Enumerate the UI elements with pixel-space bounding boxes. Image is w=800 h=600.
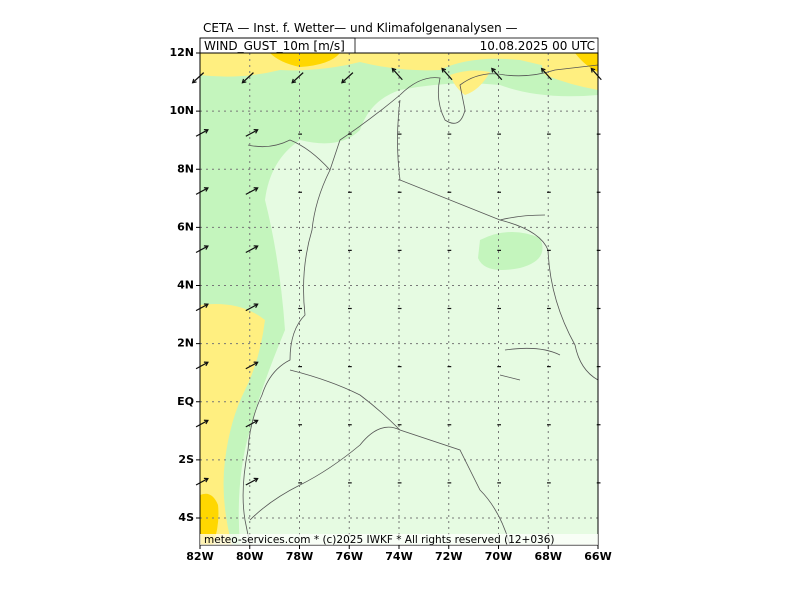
arrow-head (341, 78, 346, 84)
arrow-shaft (491, 68, 503, 81)
arrow-head (203, 129, 209, 134)
arrow-head (291, 78, 297, 84)
datetime: 10.08.2025 00 UTC (480, 39, 595, 53)
graticule (196, 52, 599, 549)
lat-label: 2S (178, 453, 194, 466)
wind-arrow (341, 72, 354, 84)
wind-arrow (590, 67, 602, 81)
lat-label: EQ (177, 395, 194, 408)
arrow-head (253, 361, 259, 367)
wind-arrow (491, 67, 503, 81)
arrow-head (203, 477, 209, 483)
arrow-head (253, 419, 259, 425)
arrow-shaft (192, 72, 205, 84)
wind-arrow (195, 187, 209, 195)
arrow-shaft (245, 129, 258, 137)
arrow-shaft (195, 478, 209, 486)
lon-label: 70W (485, 550, 512, 563)
arrow-head (203, 419, 209, 425)
arrow-shaft (245, 303, 258, 312)
lon-label: 80W (236, 550, 263, 563)
arrow-shaft (341, 72, 354, 84)
lon-label: 78W (286, 550, 313, 563)
arrow-head (203, 187, 209, 192)
arrow-head (391, 67, 397, 73)
arrow-shaft (245, 419, 258, 428)
lat-label: 10N (169, 104, 194, 117)
wind-arrow (241, 72, 254, 84)
wind-arrow (195, 477, 209, 486)
arrow-shaft (195, 303, 209, 312)
wind-arrow (245, 129, 259, 137)
arrow-head (540, 67, 546, 73)
arrow-head (203, 361, 209, 367)
wind-arrow (195, 303, 209, 312)
arrow-shaft (245, 187, 258, 195)
wind-arrow (191, 72, 205, 84)
wind-arrow (245, 477, 259, 486)
arrow-shaft (391, 68, 403, 81)
arrow-shaft (245, 245, 258, 254)
arrow-shaft (590, 68, 602, 81)
arrow-head (203, 245, 209, 250)
arrow-shaft (441, 68, 453, 81)
wind-arrow (245, 303, 259, 312)
copyright: meteo-services.com * (c)2025 IWKF * All … (204, 534, 555, 546)
wind-arrow (291, 72, 304, 84)
arrow-shaft (195, 419, 209, 428)
lon-label: 76W (336, 550, 363, 563)
wind-arrow (245, 361, 259, 370)
wind-arrow (195, 129, 209, 137)
arrow-shaft (195, 361, 209, 370)
arrow-head (253, 187, 259, 192)
lat-label: 12N (169, 46, 194, 59)
wind-arrow (540, 67, 553, 81)
arrow-head (203, 303, 209, 308)
map-field (200, 53, 599, 546)
arrow-shaft (245, 478, 258, 486)
arrow-head (253, 477, 259, 483)
arrow-head (491, 67, 496, 73)
arrow-head (590, 67, 596, 73)
arrow-shaft (195, 129, 209, 137)
lon-label: 82W (186, 550, 213, 563)
title: CETA — Inst. f. Wetter— und Klimafolgena… (203, 21, 518, 35)
lon-label: 74W (385, 550, 412, 563)
lon-label: 66W (584, 550, 611, 563)
wind-arrow (245, 245, 259, 254)
arrow-shaft (541, 68, 553, 81)
arrow-head (253, 129, 259, 134)
wind-arrow (195, 419, 209, 428)
arrow-head (253, 303, 259, 308)
footer-bg (200, 534, 598, 545)
lat-label: 4S (178, 511, 194, 524)
lat-label: 8N (177, 162, 194, 175)
wind-arrow (195, 361, 209, 370)
lon-label: 72W (435, 550, 462, 563)
wind-arrow (245, 187, 259, 195)
arrow-shaft (241, 72, 254, 84)
wind-arrow (441, 67, 453, 81)
wind-arrow (245, 419, 259, 428)
arrow-shaft (291, 72, 304, 84)
lon-label: 68W (535, 550, 562, 563)
wind-arrow (391, 67, 403, 81)
lat-label: 4N (177, 279, 194, 292)
variable-label: WIND_GUST_10m [m/s] (204, 39, 345, 53)
arrow-head (241, 78, 247, 84)
lat-label: 6N (177, 220, 194, 233)
wind-arrow (195, 245, 209, 254)
arrow-shaft (195, 245, 209, 254)
arrow-head (441, 67, 447, 73)
wind-arrows (191, 67, 602, 486)
arrow-head (191, 78, 197, 84)
arrow-shaft (195, 187, 209, 195)
lat-label: 2N (177, 337, 194, 350)
arrow-head (253, 245, 259, 250)
arrow-shaft (245, 361, 258, 370)
